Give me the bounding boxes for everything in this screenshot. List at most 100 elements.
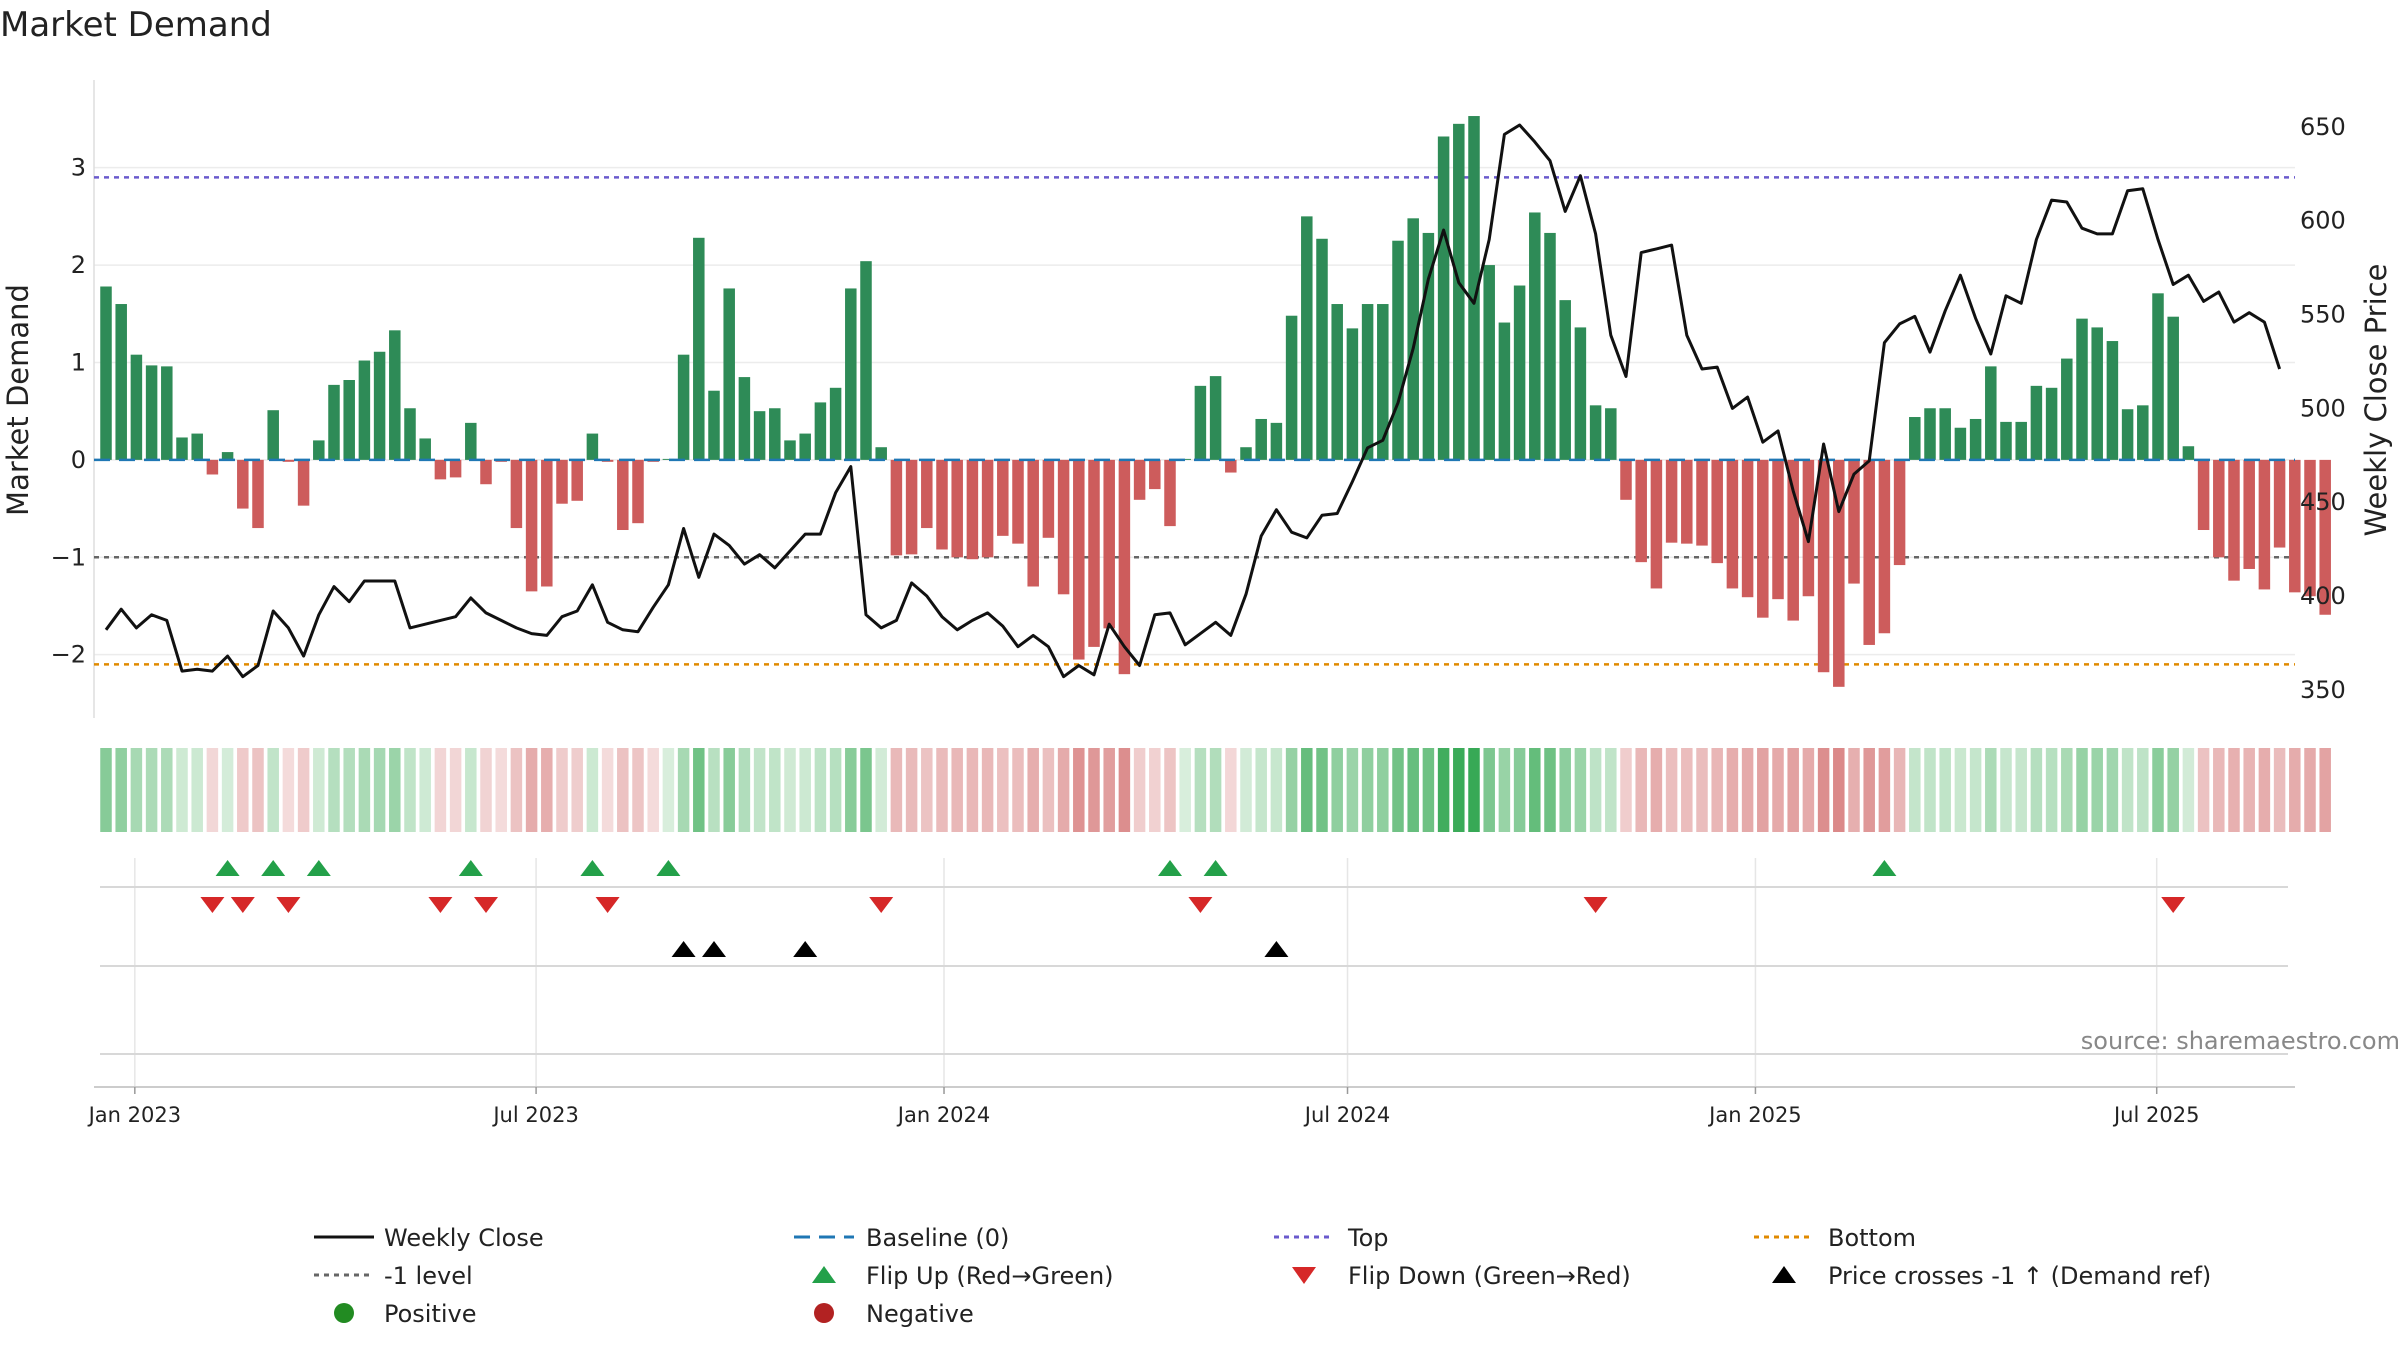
demand-bar — [1133, 459, 1146, 500]
strip-cell — [1255, 748, 1267, 832]
demand-bar — [1042, 459, 1055, 538]
demand-bar — [267, 410, 279, 460]
demand-bar — [343, 380, 355, 460]
demand-bar — [1498, 322, 1511, 460]
strip-cell — [2289, 748, 2301, 832]
y2-axis-label: Weekly Close Price — [2359, 264, 2393, 537]
demand-bar — [191, 433, 203, 460]
demand-bar — [921, 459, 933, 529]
demand-bar — [1939, 408, 1951, 460]
demand-bar — [860, 261, 872, 460]
strip-cell — [799, 748, 811, 832]
strip-cell — [100, 748, 112, 832]
strip-cell — [1939, 748, 1951, 832]
demand-bar — [2137, 405, 2149, 460]
strip-cell — [1498, 748, 1511, 832]
strip-cell — [677, 748, 690, 832]
demand-bar — [1985, 366, 1997, 460]
price-cross-marker — [702, 941, 726, 957]
demand-bar — [632, 459, 644, 524]
strip-cell — [723, 748, 735, 832]
demand-bar — [404, 408, 416, 460]
demand-bar — [1681, 459, 1693, 544]
legend-minus-one-label: -1 level — [384, 1262, 473, 1290]
demand-bar — [2030, 385, 2043, 460]
strip-cell — [1513, 748, 1526, 832]
strip-cell — [601, 748, 614, 832]
strip-cell — [2152, 748, 2164, 832]
strip-cell — [510, 748, 523, 832]
strip-cell — [1863, 748, 1875, 832]
y-tick-label: 3 — [71, 154, 86, 182]
strip-cell — [419, 748, 431, 832]
strip-cell — [2015, 748, 2027, 832]
strip-cell — [571, 748, 583, 832]
strip-cell — [708, 748, 720, 832]
demand-bar — [480, 459, 492, 485]
strip-cell — [2045, 748, 2058, 832]
strip-cell — [1164, 748, 1176, 832]
strip-cell — [191, 748, 203, 832]
legend-negative-label: Negative — [866, 1300, 974, 1328]
demand-bar — [693, 237, 705, 460]
demand-bar — [206, 459, 219, 475]
strip-cell — [2030, 748, 2043, 832]
y2-tick-label: 550 — [2300, 301, 2346, 329]
strip-cell — [1270, 748, 1283, 832]
strip-cell — [1878, 748, 1891, 832]
demand-bar — [115, 304, 127, 460]
strip-cell — [1726, 748, 1739, 832]
demand-bar — [1665, 459, 1678, 543]
strip-cell — [1711, 748, 1723, 832]
strip-cell — [1559, 748, 1571, 832]
strip-cell — [2106, 748, 2119, 832]
demand-bar — [525, 459, 538, 592]
flip-up-marker — [1158, 860, 1182, 876]
demand-bar — [2213, 459, 2225, 558]
demand-bar — [419, 438, 431, 460]
demand-bar — [1149, 459, 1161, 490]
legend-negative-swatch — [814, 1303, 834, 1323]
demand-bar — [373, 351, 386, 460]
legend-weekly-close-label: Weekly Close — [384, 1224, 544, 1252]
flip-up-marker — [306, 860, 331, 876]
strip-cell — [1787, 748, 1799, 832]
strip-cell — [434, 748, 447, 832]
demand-bar — [252, 459, 264, 529]
flip-markers — [200, 860, 2186, 913]
demand-bar — [1483, 265, 1495, 460]
demand-bar — [586, 433, 599, 460]
demand-bar — [1301, 216, 1313, 460]
strip-cell — [1529, 748, 1541, 832]
date-tick-label: Jul 2024 — [1303, 1103, 1390, 1127]
demand-bar — [389, 330, 401, 460]
demand-bar — [1209, 376, 1222, 460]
flip-up-marker — [1872, 860, 1897, 876]
demand-bar — [1605, 408, 1617, 460]
y2-tick-label: 500 — [2300, 394, 2346, 422]
strip-cell — [1605, 748, 1617, 832]
demand-bar — [1635, 459, 1647, 563]
strip-cell — [738, 748, 751, 832]
demand-bar — [2061, 358, 2073, 460]
demand-bar — [1848, 459, 1860, 584]
demand-bar — [1909, 417, 1921, 460]
demand-bar — [100, 286, 112, 460]
strip-cell — [297, 748, 310, 832]
strip-cell — [206, 748, 219, 832]
strip-cell — [267, 748, 279, 832]
strip-cell — [586, 748, 599, 832]
price-cross-marker — [671, 941, 696, 957]
strip-cell — [1149, 748, 1161, 832]
demand-bar — [1620, 459, 1632, 500]
demand-bar — [313, 440, 325, 460]
strip-cell — [115, 748, 127, 832]
date-tick-label: Jul 2023 — [491, 1103, 578, 1127]
demand-bar — [1361, 304, 1374, 460]
demand-color-strip — [100, 748, 2331, 832]
strip-cell — [465, 748, 477, 832]
demand-bar — [2243, 459, 2255, 569]
legend: Weekly Close Baseline (0) Top Bottom -1 … — [314, 1224, 2211, 1328]
